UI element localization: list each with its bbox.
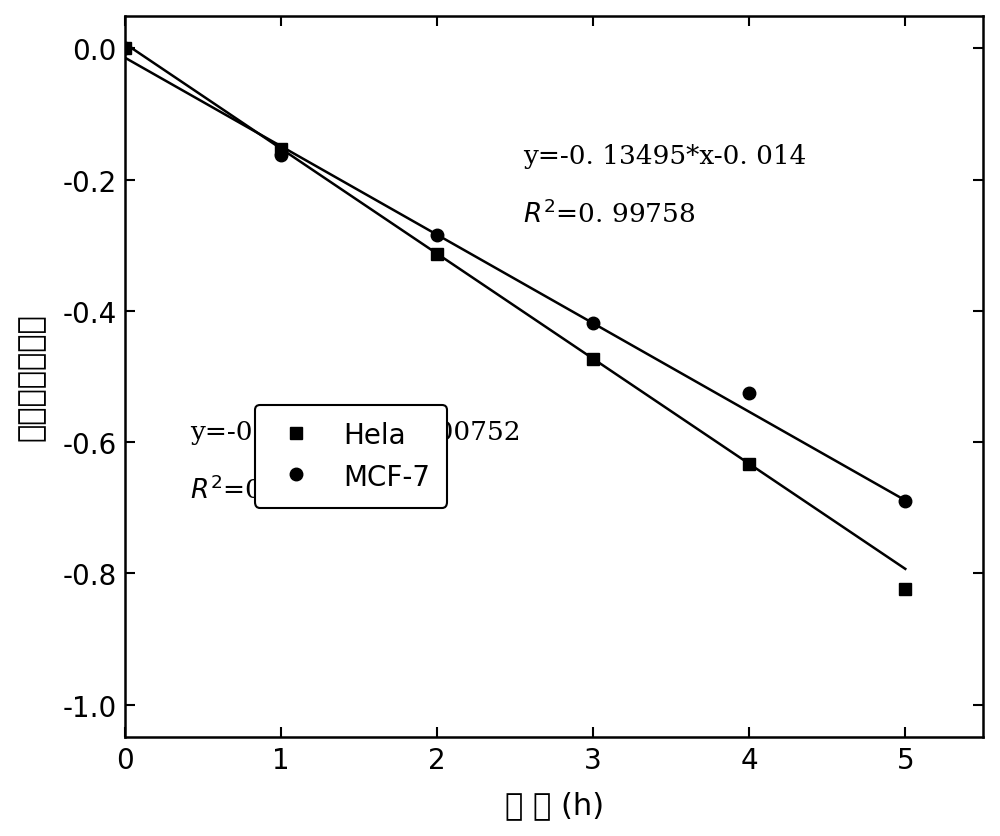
Legend: Hela, MCF-7: Hela, MCF-7 [255,405,447,508]
Hela [275,145,287,155]
Y-axis label: 荚光强度变化率: 荚光强度变化率 [17,314,46,441]
MCF-7 [587,319,599,329]
MCF-7 [431,231,443,241]
Hela [899,584,911,594]
X-axis label: 时 间 (h): 时 间 (h) [505,790,604,819]
Hela [431,249,443,259]
Text: y=-0. 16015*x+0. 00752: y=-0. 16015*x+0. 00752 [190,420,521,444]
Text: $R^2$=0. 99767: $R^2$=0. 99767 [190,475,363,503]
MCF-7 [119,44,131,54]
Hela [743,459,755,469]
Line: MCF-7: MCF-7 [119,43,912,507]
MCF-7 [899,497,911,507]
Hela [119,44,131,54]
Text: y=-0. 13495*x-0. 014: y=-0. 13495*x-0. 014 [523,144,806,169]
MCF-7 [743,388,755,398]
Text: $R^2$=0. 99758: $R^2$=0. 99758 [523,200,695,228]
Line: Hela: Hela [119,43,912,595]
Hela [587,354,599,364]
MCF-7 [275,150,287,161]
